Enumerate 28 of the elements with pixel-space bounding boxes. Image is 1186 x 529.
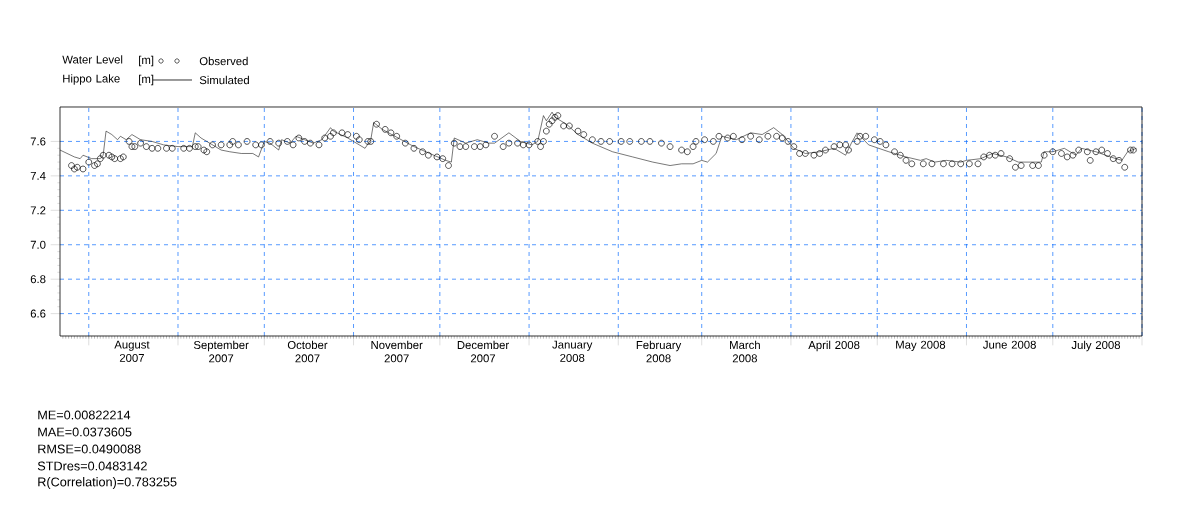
- x-tick-label: September 2007: [193, 340, 249, 363]
- x-tick-label: June 2008: [983, 340, 1036, 349]
- y-tick-label: 7.0: [30, 240, 46, 249]
- x-tick-label: March 2008: [730, 340, 760, 363]
- x-tick-label: July 2008: [1071, 340, 1121, 352]
- y-tick-label: 7.2: [30, 206, 46, 215]
- text: ME=0.00822214: [38, 410, 131, 420]
- legend-label: Observed: [199, 56, 248, 66]
- text: RMSE=0.0490088: [38, 444, 141, 454]
- x-tick-label: November 2007: [371, 340, 423, 363]
- legend-title: Water Level Hippo Lake: [62, 55, 123, 85]
- x-tick-label: January 2008: [552, 340, 593, 362]
- x-tick-label: April 2008: [808, 340, 860, 352]
- text: [m]: [139, 55, 154, 67]
- legend-label: Simulated: [199, 75, 249, 85]
- y-axis-title: [m]: [139, 74, 154, 86]
- text: STDres=0.0483142: [37, 461, 147, 471]
- x-tick-label: May 2008: [896, 340, 946, 351]
- x-tick-label: August 2007: [114, 340, 150, 362]
- text: MAE=0.0373605: [38, 427, 132, 437]
- y-tick-label: 6.8: [30, 275, 46, 284]
- y-tick-label: 7.4: [30, 171, 46, 180]
- x-tick-label: October 2007: [287, 340, 328, 363]
- x-tick-label: December 2007: [457, 340, 509, 363]
- text: R(Correlation)=0.783255: [38, 477, 177, 489]
- x-tick-label: February 2008: [636, 340, 682, 363]
- y-tick-label: 7.6: [30, 137, 46, 146]
- y-tick-label: 6.6: [30, 309, 46, 318]
